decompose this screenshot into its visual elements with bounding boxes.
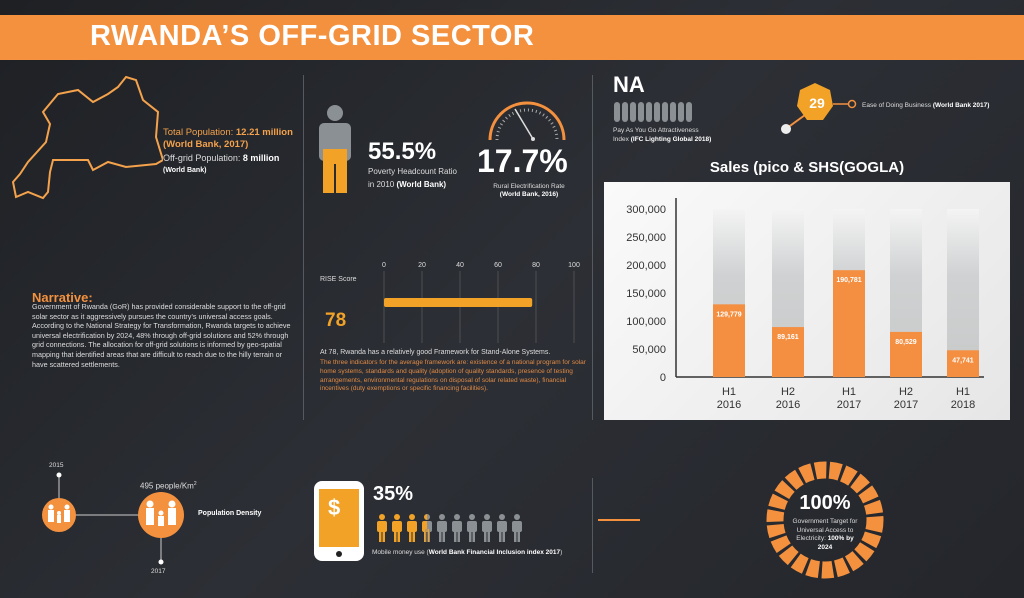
- data-label: 190,781: [836, 277, 861, 284]
- payg-bar: [614, 102, 620, 122]
- mobile-value: 35%: [373, 483, 414, 505]
- person-icon: [377, 514, 387, 542]
- payg-bar: [630, 102, 636, 122]
- x-tick-label: 2016: [776, 399, 800, 411]
- density-year-2015: 2015: [49, 462, 64, 469]
- total-population: Total Population: 12.21 million (World Ba…: [163, 127, 293, 150]
- data-label: 89,161: [777, 334, 799, 341]
- chart-title: Sales (pico & SHS(GOGLA): [709, 159, 905, 176]
- sales-chart-panel: 0 50,000 100,000 150,000 200,000 250,000 300,0…: [604, 182, 1010, 420]
- person-icon: [452, 514, 462, 542]
- people-chart: [376, 514, 523, 542]
- target-label: Government Target for Universal Access t…: [792, 518, 858, 551]
- payg-bar: [646, 102, 652, 122]
- rise-tick-label: 60: [494, 262, 502, 269]
- bar-background: [947, 209, 979, 377]
- rise-chart: 0 20 40 60 80 100: [300, 255, 590, 345]
- density-timeline: [42, 472, 184, 565]
- data-label: 80,529: [895, 339, 917, 346]
- density-year-2017: 2017: [151, 568, 166, 575]
- person-icon: [512, 514, 522, 542]
- person-icon: [319, 105, 351, 193]
- person-icon: [482, 514, 492, 542]
- rural-label: Rural Electrification Rate (World Bank, 2…: [493, 183, 565, 198]
- y-tick-label: 250,000: [626, 232, 666, 244]
- payg-bar: [622, 102, 628, 122]
- x-tick-label: 2016: [717, 399, 741, 411]
- density-value: 495 people/Km2: [140, 481, 197, 491]
- page-title: RWANDA’S OFF-GRID SECTOR: [90, 20, 535, 52]
- payg-bar: [638, 102, 644, 122]
- rise-tick-label: 0: [382, 262, 386, 269]
- person-icon: [392, 514, 402, 542]
- divider: [592, 478, 593, 573]
- y-tick-label: 50,000: [632, 344, 666, 356]
- person-icon: [467, 514, 477, 542]
- y-tick-label: 300,000: [626, 204, 666, 216]
- x-tick-label: H1: [956, 386, 970, 398]
- svg-text:$: $: [328, 495, 340, 520]
- poverty-value: 55.5%: [368, 138, 437, 165]
- rise-bar: [384, 298, 533, 307]
- accent-line: [598, 519, 640, 521]
- data-label: 47,741: [952, 357, 974, 364]
- y-tick-label: 150,000: [626, 288, 666, 300]
- ease-label: Ease of Doing Business (World Bank 2017): [862, 102, 990, 109]
- x-tick-label: H2: [781, 386, 795, 398]
- target-ring-icon: [766, 461, 884, 579]
- payg-value: NA: [613, 72, 645, 97]
- bar: [890, 331, 922, 377]
- x-tick-label: H1: [722, 386, 736, 398]
- payg-bar: [686, 102, 692, 122]
- data-label: 129,779: [716, 311, 741, 318]
- header-band: [0, 15, 1024, 60]
- density-label: Population Density: [198, 510, 262, 517]
- ease-value: 29: [809, 95, 825, 111]
- x-tick-label: H1: [842, 386, 856, 398]
- payg-bar: [678, 102, 684, 122]
- payg-bar: [670, 102, 676, 122]
- y-tick-label: 100,000: [626, 316, 666, 328]
- rise-summary: At 78, Rwanda has a relatively good Fram…: [320, 349, 551, 356]
- narrative-title: Narrative:: [32, 290, 93, 305]
- phone-dollar-icon: $: [314, 481, 364, 561]
- rise-value: 78: [325, 310, 347, 331]
- gauge-icon: [488, 101, 566, 141]
- rise-tick-label: 20: [418, 262, 426, 269]
- payg-bar: [662, 102, 668, 122]
- person-icon: [407, 514, 417, 542]
- poverty-label: Poverty Headcount Ratio in 2010 (World Ba…: [368, 167, 457, 189]
- x-tick-label: 2018: [951, 399, 975, 411]
- rise-detail: The three indicators for the average fra…: [320, 359, 586, 393]
- payg-bar: [654, 102, 660, 122]
- bar: [772, 327, 804, 377]
- rural-value: 17.7%: [477, 143, 568, 179]
- divider: [592, 75, 593, 420]
- rise-tick-label: 40: [456, 262, 464, 269]
- bar: [713, 304, 745, 377]
- payg-bars: [614, 102, 692, 122]
- person-icon: [437, 514, 447, 542]
- sales-chart: 0 50,000 100,000 150,000 200,000 250,000 300,0…: [626, 198, 984, 411]
- y-tick-label: 0: [660, 372, 666, 384]
- target-value: 100%: [799, 492, 851, 514]
- mobile-label: Mobile money use (World Bank Financial I…: [372, 549, 563, 556]
- rwanda-map-icon: [11, 75, 163, 200]
- payg-label: Pay As You Go Attractiveness Index (IFC L…: [613, 127, 712, 143]
- divider: [303, 75, 304, 420]
- rise-tick-label: 80: [532, 262, 540, 269]
- bar: [833, 270, 865, 377]
- x-tick-label: H2: [899, 386, 913, 398]
- y-tick-label: 200,000: [626, 260, 666, 272]
- ease-hexagon-icon: [781, 83, 857, 134]
- bar: [947, 350, 979, 377]
- person-icon: [497, 514, 507, 542]
- x-tick-label: 2017: [837, 399, 861, 411]
- x-tick-label: 2017: [894, 399, 918, 411]
- rise-label: RISE Score: [320, 276, 357, 283]
- rise-tick-label: 100: [568, 262, 580, 269]
- person-icon: [422, 514, 432, 542]
- offgrid-population: Off-grid Population: 8 million (World Ban…: [163, 153, 280, 174]
- narrative-text: Government of Rwanda (GoR) has provided …: [32, 302, 291, 369]
